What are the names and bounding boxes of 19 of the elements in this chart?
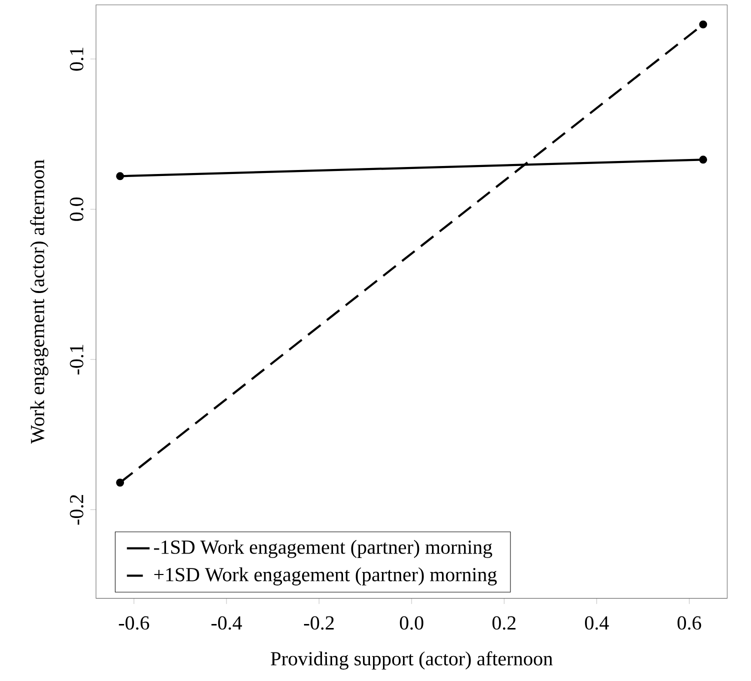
legend-label: -1SD Work engagement (partner) morning bbox=[154, 540, 492, 558]
point bbox=[699, 156, 708, 164]
x-tick-label: 0.6 bbox=[678, 616, 702, 630]
x-tick-label: 0.4 bbox=[585, 616, 609, 630]
x-tick-label: 0.2 bbox=[492, 616, 516, 630]
y-tick-label: -0.1 bbox=[70, 344, 84, 374]
y-tick-label: 0.1 bbox=[70, 48, 84, 71]
x-axis-title: Providing support (actor) afternoon bbox=[270, 651, 553, 670]
x-tick-label: -0.6 bbox=[118, 616, 150, 630]
legend-label: +1SD Work engagement (partner) morning bbox=[154, 567, 497, 586]
point bbox=[116, 478, 124, 487]
point bbox=[116, 172, 124, 180]
y-tick-label: -0.2 bbox=[70, 494, 84, 525]
x-tick-label: -0.4 bbox=[211, 616, 242, 630]
point bbox=[699, 20, 708, 28]
y-axis-title: Work engagement (actor) afternoon bbox=[30, 160, 48, 444]
y-tick-label: 0.0 bbox=[70, 197, 84, 221]
x-tick-label: 0.0 bbox=[400, 616, 424, 630]
x-tick-label: -0.2 bbox=[304, 616, 334, 630]
